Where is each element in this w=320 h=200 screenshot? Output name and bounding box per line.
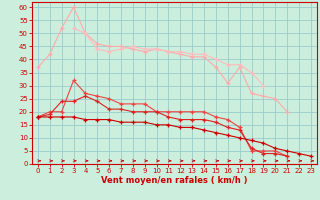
X-axis label: Vent moyen/en rafales ( km/h ): Vent moyen/en rafales ( km/h ) bbox=[101, 176, 248, 185]
